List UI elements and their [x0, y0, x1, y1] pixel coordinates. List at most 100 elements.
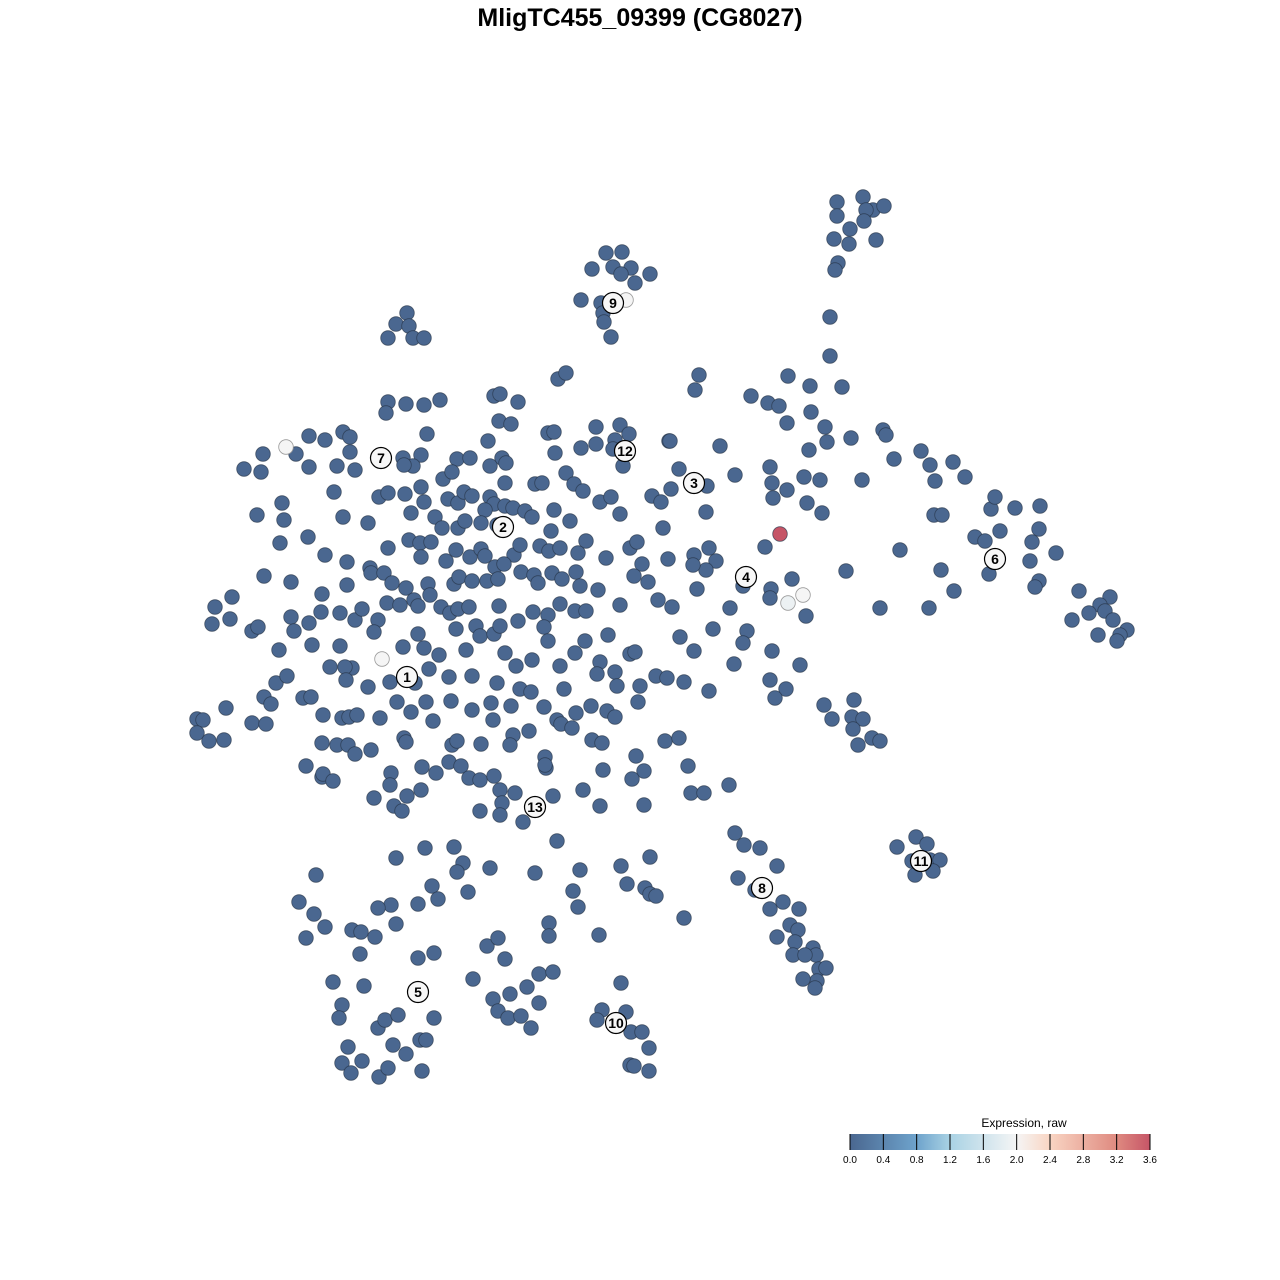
- cell-point: [497, 645, 513, 661]
- cell-point: [757, 539, 773, 555]
- cell-point: [570, 899, 586, 915]
- cell-point: [480, 433, 496, 449]
- cell-point: [596, 314, 612, 330]
- cell-point: [584, 261, 600, 277]
- cell-point: [636, 797, 652, 813]
- cell-point: [360, 515, 376, 531]
- cell-point: [377, 1012, 393, 1028]
- cell-point: [446, 839, 462, 855]
- cell-point: [598, 245, 614, 261]
- cell-point: [337, 659, 353, 675]
- cell-point: [696, 785, 712, 801]
- cell-point: [872, 733, 888, 749]
- cell-point: [552, 596, 568, 612]
- cell-point: [841, 236, 857, 252]
- cell-point: [482, 458, 498, 474]
- cell-point: [627, 644, 643, 660]
- cluster-label-text: 2: [499, 519, 507, 535]
- cell-point: [543, 523, 559, 539]
- cell-point: [660, 551, 676, 567]
- cell-point: [685, 557, 701, 573]
- cell-point: [352, 946, 368, 962]
- cell-point: [486, 768, 502, 784]
- cell-point: [492, 618, 508, 634]
- cell-point: [380, 330, 396, 346]
- cell-point: [549, 833, 565, 849]
- cell-point: [384, 575, 400, 591]
- cell-point: [343, 1065, 359, 1081]
- cell-point: [334, 1055, 350, 1071]
- cell-point: [416, 494, 432, 510]
- cell-point: [554, 571, 570, 587]
- cell-point: [510, 613, 526, 629]
- cell-point: [653, 494, 669, 510]
- legend-tick-label: 3.6: [1143, 1155, 1157, 1166]
- cell-point: [416, 640, 432, 656]
- cell-point: [689, 581, 705, 597]
- cell-point: [465, 971, 481, 987]
- cell-point: [908, 829, 924, 845]
- cell-point: [460, 884, 476, 900]
- cell-point: [423, 534, 439, 550]
- cell-point: [572, 862, 588, 878]
- cell-point: [632, 678, 648, 694]
- cell-point: [845, 721, 861, 737]
- cell-point: [354, 601, 370, 617]
- cell-point: [367, 929, 383, 945]
- cell-point: [356, 978, 372, 994]
- cell-point: [496, 556, 512, 572]
- cell-point: [286, 623, 302, 639]
- cluster-label-badge: [406, 980, 430, 1004]
- cell-point: [462, 450, 478, 466]
- cluster-label-3: 3: [682, 471, 706, 495]
- cell-point: [662, 433, 678, 449]
- cell-point: [672, 629, 688, 645]
- cell-point: [824, 711, 840, 727]
- cell-point: [1081, 605, 1097, 621]
- cell-point: [472, 628, 488, 644]
- cell-point: [421, 661, 437, 677]
- cell-point: [570, 545, 586, 561]
- cell-point: [826, 231, 842, 247]
- cell-point: [258, 716, 274, 732]
- cell-point: [338, 672, 354, 688]
- cell-point: [556, 681, 572, 697]
- cell-point: [775, 894, 791, 910]
- cell-point: [236, 461, 252, 477]
- cell-point: [366, 624, 382, 640]
- cell-point: [591, 927, 607, 943]
- cell-point: [537, 757, 553, 773]
- cell-point: [992, 523, 1008, 539]
- cell-point: [347, 462, 363, 478]
- cell-point: [843, 430, 859, 446]
- cell-point: [300, 529, 316, 545]
- cluster-label-badge: [613, 439, 637, 463]
- legend-tick-label: 0.4: [876, 1155, 890, 1166]
- cell-point: [483, 695, 499, 711]
- cell-point: [301, 428, 317, 444]
- cell-point: [444, 464, 460, 480]
- cell-point: [807, 980, 823, 996]
- cell-point: [340, 1039, 356, 1055]
- cell-point: [801, 442, 817, 458]
- cell-point: [490, 571, 506, 587]
- cell-point: [598, 550, 614, 566]
- cell-point: [676, 910, 692, 926]
- cell-point: [671, 461, 687, 477]
- cell-point: [572, 578, 588, 594]
- cluster-label-12: 12: [613, 439, 637, 463]
- cell-point: [613, 975, 629, 991]
- cell-point: [787, 934, 803, 950]
- cell-point: [856, 213, 872, 229]
- cell-point: [932, 852, 948, 868]
- cell-point: [603, 489, 619, 505]
- cell-point: [872, 600, 888, 616]
- cell-point: [922, 457, 938, 473]
- cell-point: [607, 664, 623, 680]
- cell-point: [525, 604, 541, 620]
- cell-point: [256, 568, 272, 584]
- cluster-label-text: 5: [414, 984, 422, 1000]
- cell-point: [1090, 627, 1106, 643]
- cell-point: [536, 699, 552, 715]
- cell-point: [1109, 633, 1125, 649]
